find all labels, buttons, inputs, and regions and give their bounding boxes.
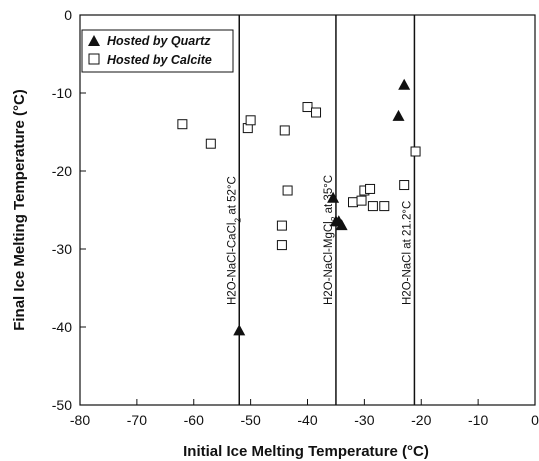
calcite-point xyxy=(410,146,421,157)
calcite-point xyxy=(282,185,293,196)
legend-quartz-marker xyxy=(88,35,100,46)
y-tick-label: -30 xyxy=(52,241,72,257)
legend-box xyxy=(81,29,234,73)
legend-calcite-marker xyxy=(88,53,100,65)
y-tick-label: -40 xyxy=(52,319,72,335)
calcite-point xyxy=(279,125,290,136)
x-axis-title: Initial Ice Melting Temperature (°C) xyxy=(183,443,429,460)
quartz-point xyxy=(327,191,340,203)
calcite-point xyxy=(367,201,378,212)
quartz-point xyxy=(335,219,348,231)
x-tick-label: -30 xyxy=(354,412,374,428)
legend-quartz-label: Hosted by Quartz xyxy=(107,34,211,48)
y-tick-label: -50 xyxy=(52,397,72,413)
calcite-point xyxy=(302,102,313,113)
y-axis-ticks: 0 -10 -20 -30 -40 -50 xyxy=(52,7,86,413)
calcite-point xyxy=(276,220,287,231)
calcite-point xyxy=(245,115,256,126)
legend-calcite-label: Hosted by Calcite xyxy=(107,53,212,67)
y-tick-label: 0 xyxy=(64,7,72,23)
calcite-point xyxy=(177,119,188,130)
x-tick-label: 0 xyxy=(531,412,539,428)
reference-line-label: H2O-NaCl at 21.2°C xyxy=(401,201,413,305)
quartz-point xyxy=(392,109,405,121)
x-tick-label: -10 xyxy=(468,412,488,428)
quartz-point xyxy=(233,324,246,336)
reference-line-label: H2O-NaCl-CaCl2 at 52°C xyxy=(226,176,242,305)
reference-lines: H2O-NaCl-CaCl2 at 52°C H2O-NaCl-MgCl2 at … xyxy=(226,15,416,405)
calcite-point xyxy=(348,197,358,208)
x-tick-label: -70 xyxy=(127,412,147,428)
y-axis-title: Final Ice Melting Temperature (°C) xyxy=(11,89,28,331)
x-axis-ticks: -80 -70 -60 -50 -40 -30 -20 -10 0 xyxy=(70,399,539,428)
data-points xyxy=(177,78,421,336)
reference-line-label: H2O-NaCl-MgCl2 at 35°C xyxy=(323,175,339,305)
x-tick-label: -20 xyxy=(411,412,431,428)
calcite-point xyxy=(379,201,390,212)
calcite-point xyxy=(399,180,410,191)
calcite-point xyxy=(276,240,287,251)
y-tick-label: -10 xyxy=(52,85,72,101)
calcite-point xyxy=(205,138,216,149)
x-tick-label: -50 xyxy=(241,412,261,428)
x-tick-label: -60 xyxy=(184,412,204,428)
x-tick-label: -40 xyxy=(297,412,317,428)
x-tick-label: -80 xyxy=(70,412,90,428)
legend: Hosted by Quartz Hosted by Calcite xyxy=(81,29,234,73)
y-tick-label: -20 xyxy=(52,163,72,179)
calcite-point xyxy=(356,195,367,206)
quartz-point xyxy=(398,78,411,90)
calcite-point xyxy=(365,183,376,194)
calcite-point xyxy=(311,107,322,118)
plot-frame xyxy=(79,14,536,406)
